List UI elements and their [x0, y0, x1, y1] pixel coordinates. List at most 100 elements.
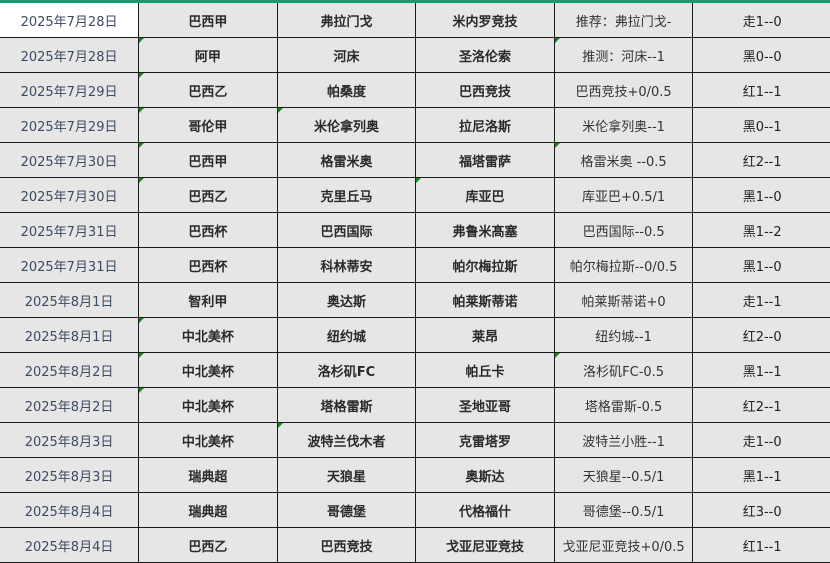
tip-cell[interactable]: 巴西竞技+0/0.5: [553, 72, 694, 108]
result-cell[interactable]: 红1--1: [692, 72, 830, 108]
result-cell[interactable]: 红2--1: [692, 387, 830, 423]
league-cell[interactable]: 哥伦甲: [138, 107, 278, 143]
result-cell[interactable]: 走1--1: [692, 282, 830, 318]
tip-cell[interactable]: 巴西国际--0.5: [553, 212, 694, 248]
league-cell[interactable]: 中北美杯: [138, 422, 278, 458]
away-cell[interactable]: 帕丘卡: [415, 352, 555, 388]
home-cell[interactable]: 纽约城: [276, 317, 417, 353]
date-cell[interactable]: 2025年7月29日: [0, 107, 140, 143]
date-cell[interactable]: 2025年7月31日: [0, 212, 140, 248]
result-cell[interactable]: 黑1--1: [692, 352, 830, 388]
league-cell[interactable]: 智利甲: [138, 282, 278, 318]
result-cell[interactable]: 走1--0: [692, 422, 830, 458]
league-cell[interactable]: 巴西杯: [138, 247, 278, 283]
league-cell[interactable]: 巴西乙: [138, 72, 278, 108]
tip-cell[interactable]: 帕莱斯蒂诺+0: [553, 282, 694, 318]
league-cell[interactable]: 中北美杯: [138, 387, 278, 423]
league-cell[interactable]: 瑞典超: [138, 457, 278, 493]
tip-cell[interactable]: 纽约城--1: [553, 317, 694, 353]
league-cell[interactable]: 中北美杯: [138, 317, 278, 353]
tip-cell[interactable]: 哥德堡--0.5/1: [553, 492, 694, 528]
table-row: 2025年7月31日 巴西杯 科林蒂安 帕尔梅拉斯 帕尔梅拉斯--0/0.5 黑1--0: [0, 247, 830, 283]
result-cell[interactable]: 黑0--1: [692, 107, 830, 143]
date-cell[interactable]: 2025年8月3日: [0, 457, 140, 493]
date-cell[interactable]: 2025年8月4日: [0, 527, 140, 563]
tip-cell[interactable]: 米伦拿列奥--1: [553, 107, 694, 143]
date-cell[interactable]: 2025年8月4日: [0, 492, 140, 528]
result-cell[interactable]: 黑1--2: [692, 212, 830, 248]
date-cell[interactable]: 2025年8月2日: [0, 352, 140, 388]
tip-cell[interactable]: 帕尔梅拉斯--0/0.5: [553, 247, 694, 283]
league-cell[interactable]: 阿甲: [138, 37, 278, 73]
tip-cell[interactable]: 戈亚尼亚竞技+0/0.5: [553, 527, 694, 563]
date-cell[interactable]: 2025年7月29日: [0, 72, 140, 108]
away-cell[interactable]: 帕莱斯蒂诺: [415, 282, 555, 318]
table-row: 2025年8月1日 智利甲 奥达斯 帕莱斯蒂诺 帕莱斯蒂诺+0 走1--1: [0, 282, 830, 318]
league-cell[interactable]: 瑞典超: [138, 492, 278, 528]
result-cell[interactable]: 走1--0: [692, 3, 830, 38]
away-cell[interactable]: 库亚巴: [415, 177, 555, 213]
date-cell[interactable]: 2025年8月1日: [0, 282, 140, 318]
tip-cell[interactable]: 格雷米奥 --0.5: [553, 142, 694, 178]
home-cell[interactable]: 帕桑度: [276, 72, 417, 108]
date-cell[interactable]: 2025年8月2日: [0, 387, 140, 423]
result-cell[interactable]: 红2--0: [692, 317, 830, 353]
tip-cell[interactable]: 洛杉矶FC-0.5: [553, 352, 694, 388]
league-cell[interactable]: 巴西甲: [138, 142, 278, 178]
date-cell[interactable]: 2025年7月30日: [0, 177, 140, 213]
league-cell[interactable]: 巴西甲: [138, 3, 278, 38]
away-cell[interactable]: 米内罗竞技: [415, 3, 555, 38]
result-cell[interactable]: 黑0--0: [692, 37, 830, 73]
home-cell[interactable]: 波特兰伐木者: [276, 422, 417, 458]
away-cell[interactable]: 圣地亚哥: [415, 387, 555, 423]
date-cell[interactable]: 2025年7月28日: [0, 37, 140, 73]
away-cell[interactable]: 戈亚尼亚竞技: [415, 527, 555, 563]
tip-cell[interactable]: 推荐：弗拉门戈-: [553, 3, 694, 38]
result-cell[interactable]: 红3--0: [692, 492, 830, 528]
date-cell[interactable]: 2025年7月30日: [0, 142, 140, 178]
table-row: 2025年8月3日 中北美杯 波特兰伐木者 克雷塔罗 波特兰小胜--1 走1--0: [0, 422, 830, 458]
away-cell[interactable]: 代格福什: [415, 492, 555, 528]
away-cell[interactable]: 圣洛伦索: [415, 37, 555, 73]
home-cell[interactable]: 格雷米奥: [276, 142, 417, 178]
home-cell[interactable]: 巴西竞技: [276, 527, 417, 563]
home-cell[interactable]: 哥德堡: [276, 492, 417, 528]
home-cell[interactable]: 克里丘马: [276, 177, 417, 213]
home-cell[interactable]: 天狼星: [276, 457, 417, 493]
tip-cell[interactable]: 库亚巴+0.5/1: [553, 177, 694, 213]
away-cell[interactable]: 弗鲁米髙塞: [415, 212, 555, 248]
away-cell[interactable]: 巴西竞技: [415, 72, 555, 108]
away-cell[interactable]: 拉尼洛斯: [415, 107, 555, 143]
home-cell[interactable]: 科林蒂安: [276, 247, 417, 283]
date-cell[interactable]: 2025年8月3日: [0, 422, 140, 458]
result-cell[interactable]: 红1--1: [692, 527, 830, 563]
tip-cell[interactable]: 天狼星--0.5/1: [553, 457, 694, 493]
away-cell[interactable]: 克雷塔罗: [415, 422, 555, 458]
home-cell[interactable]: 奥达斯: [276, 282, 417, 318]
result-cell[interactable]: 黑1--0: [692, 247, 830, 283]
table-row: 2025年8月1日 中北美杯 纽约城 莱昂 纽约城--1 红2--0: [0, 317, 830, 353]
tip-cell[interactable]: 推测：河床--1: [553, 37, 694, 73]
home-cell[interactable]: 弗拉门戈: [276, 3, 417, 38]
date-cell[interactable]: 2025年7月31日: [0, 247, 140, 283]
result-cell[interactable]: 红2--1: [692, 142, 830, 178]
home-cell[interactable]: 塔格雷斯: [276, 387, 417, 423]
date-cell[interactable]: 2025年8月1日: [0, 317, 140, 353]
result-cell[interactable]: 黑1--1: [692, 457, 830, 493]
result-cell[interactable]: 黑1--0: [692, 177, 830, 213]
league-cell[interactable]: 巴西乙: [138, 177, 278, 213]
home-cell[interactable]: 巴西国际: [276, 212, 417, 248]
date-cell[interactable]: 2025年7月28日: [0, 3, 140, 38]
home-cell[interactable]: 河床: [276, 37, 417, 73]
home-cell[interactable]: 洛杉矶FC: [276, 352, 417, 388]
away-cell[interactable]: 莱昂: [415, 317, 555, 353]
away-cell[interactable]: 奥斯达: [415, 457, 555, 493]
away-cell[interactable]: 帕尔梅拉斯: [415, 247, 555, 283]
league-cell[interactable]: 中北美杯: [138, 352, 278, 388]
league-cell[interactable]: 巴西杯: [138, 212, 278, 248]
tip-cell[interactable]: 波特兰小胜--1: [553, 422, 694, 458]
tip-cell[interactable]: 塔格雷斯-0.5: [553, 387, 694, 423]
home-cell[interactable]: 米伦拿列奥: [276, 107, 417, 143]
league-cell[interactable]: 巴西乙: [138, 527, 278, 563]
away-cell[interactable]: 福塔雷萨: [415, 142, 555, 178]
